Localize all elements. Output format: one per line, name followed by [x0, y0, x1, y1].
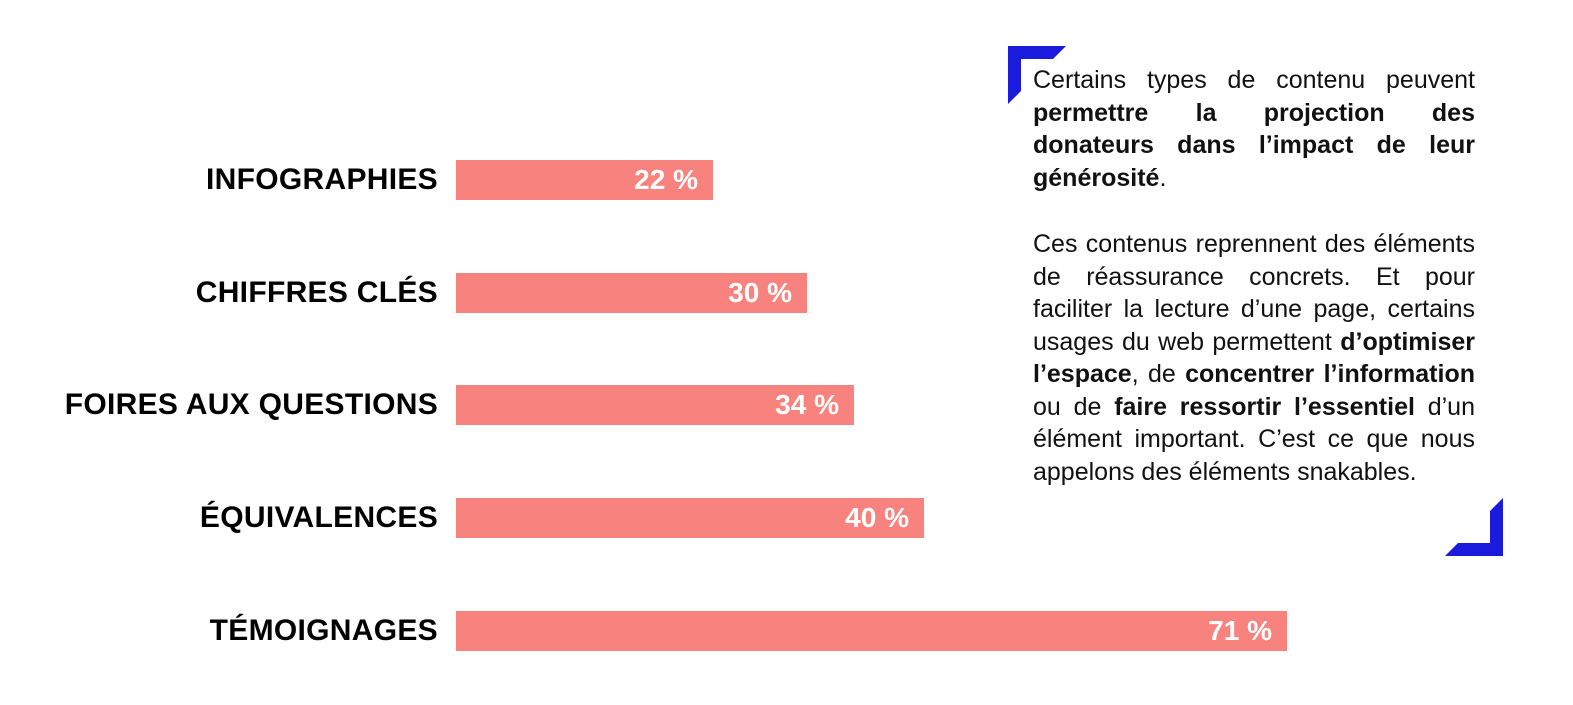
bar-category-label: FOIRES AUX QUESTIONS	[64, 388, 438, 422]
bar-value-label: 30 %	[728, 276, 792, 308]
bar-value-label: 71 %	[1208, 614, 1272, 646]
commentary-text: Certains types de contenu peuvent permet…	[1033, 64, 1475, 488]
commentary-bold-segment: faire ressortir l’essentiel	[1114, 392, 1415, 421]
bar-track: 40 %	[456, 498, 1320, 539]
commentary-segment: ou de	[1033, 392, 1115, 421]
bar-track: 30 %	[456, 272, 1320, 313]
commentary-segment: Certains types de contenu peuvent	[1033, 66, 1475, 94]
commentary-segment: , de	[1131, 360, 1186, 388]
bar-category-label: CHIFFRES CLÉS	[195, 275, 438, 309]
bar-chart-row: INFOGRAPHIES 22 %	[0, 160, 1320, 200]
bar-value-label: 40 %	[845, 502, 909, 534]
bar: 40 %	[456, 498, 924, 539]
bar-chart-row: CHIFFRES CLÉS 30 %	[0, 272, 1320, 313]
bar-track: 71 %	[456, 610, 1320, 651]
commentary-segment: Ces contenus reprennent des éléments de …	[1033, 230, 1475, 356]
bar-category-label: TÉMOIGNAGES	[209, 613, 438, 647]
commentary-bold-segment: d’optimiser l’espace	[1033, 327, 1475, 389]
open-bracket-icon	[1008, 46, 1066, 104]
bar-value-label: 34 %	[775, 389, 839, 421]
commentary-segment: d’un élément important. C’est ce que nou…	[1033, 392, 1475, 486]
bar-category-label: ÉQUIVALENCES	[199, 501, 438, 535]
commentary-bold-segment: permettre la projection des donateurs da…	[1033, 98, 1475, 192]
bar-chart-row: ÉQUIVALENCES 40 %	[0, 498, 1320, 539]
commentary-segment: .	[1159, 163, 1167, 192]
bar-chart-row: FOIRES AUX QUESTIONS 34 %	[0, 385, 1320, 426]
commentary-paragraph: Ces contenus reprennent des éléments de …	[1033, 228, 1475, 488]
bar-track: 34 %	[456, 385, 1320, 426]
bar-chart-row: TÉMOIGNAGES 71 %	[0, 610, 1320, 651]
bar-value-label: 22 %	[634, 164, 698, 195]
bar-chart: INFOGRAPHIES 22 % CHIFFRES CLÉS 30 % FOI…	[0, 160, 1320, 651]
bar-category-label: INFOGRAPHIES	[206, 163, 438, 196]
commentary-paragraph: Certains types de contenu peuvent permet…	[1033, 64, 1475, 194]
bar: 30 %	[456, 272, 807, 313]
bar-track: 22 %	[456, 160, 1320, 200]
bar: 22 %	[456, 160, 713, 200]
close-bracket-icon	[1445, 498, 1503, 556]
bar: 71 %	[456, 610, 1287, 651]
commentary-bold-segment: concentrer l’information	[1185, 360, 1475, 388]
bar: 34 %	[456, 385, 854, 426]
